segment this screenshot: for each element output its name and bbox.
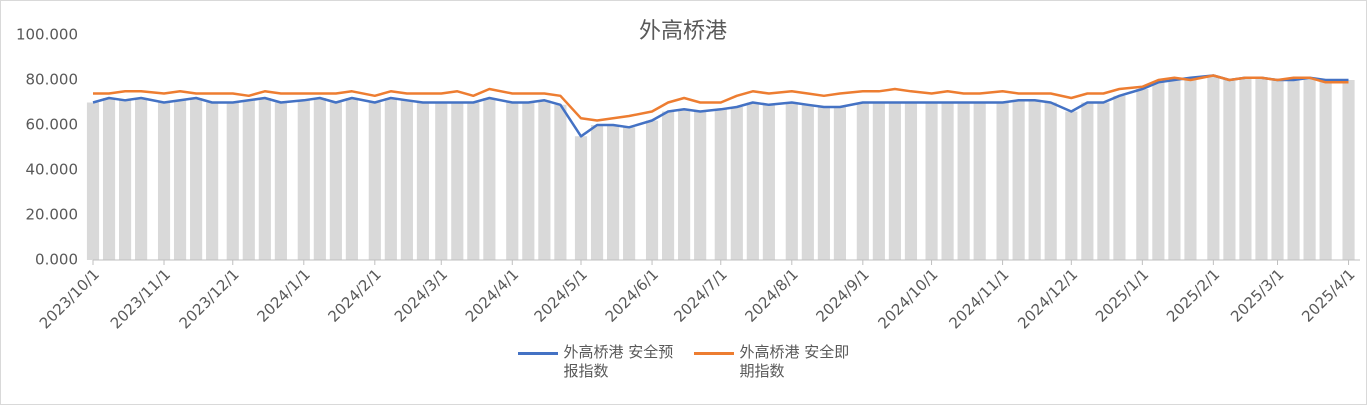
column [574, 136, 588, 260]
column [785, 102, 798, 260]
column [678, 109, 691, 260]
column [941, 102, 954, 260]
column [522, 102, 535, 260]
series-line [93, 74, 1349, 122]
column [119, 100, 132, 260]
column [694, 111, 707, 260]
column [1287, 80, 1300, 260]
column [996, 102, 1009, 260]
legend-label: 外高桥港 安全预报指数 [563, 343, 674, 380]
column [157, 102, 171, 260]
series-line [92, 74, 1349, 138]
column [1184, 77, 1197, 260]
legend-label: 外高桥港 安全即期指数 [739, 343, 850, 380]
column [1044, 102, 1057, 260]
column [313, 98, 326, 260]
column [925, 102, 938, 260]
column [1097, 102, 1110, 260]
column [274, 102, 287, 260]
column [1152, 82, 1165, 260]
y-tick-label: 0.000 [35, 251, 78, 269]
column [400, 100, 413, 260]
column [297, 100, 310, 260]
y-tick-label: 80.000 [26, 71, 79, 89]
column [888, 102, 901, 260]
column [1012, 100, 1025, 260]
column [345, 98, 358, 260]
column [416, 102, 429, 260]
column [623, 127, 636, 260]
column [384, 98, 397, 260]
column [368, 102, 381, 260]
y-tick-label: 20.000 [26, 206, 79, 224]
column [904, 102, 918, 260]
column [467, 102, 480, 260]
column [258, 98, 271, 260]
column [86, 102, 100, 260]
column [1168, 80, 1181, 260]
column [242, 100, 255, 260]
column [1028, 100, 1041, 260]
column [554, 104, 567, 260]
y-tick-label: 100.000 [16, 26, 78, 44]
column [1207, 75, 1220, 260]
legend-item: 外高桥港 安全即期指数 [693, 343, 850, 381]
column [1113, 95, 1126, 260]
chart-title: 外高桥港 [639, 19, 727, 44]
column [872, 102, 885, 260]
column [1136, 89, 1149, 260]
column [973, 102, 986, 260]
column [226, 102, 239, 260]
column [1255, 77, 1268, 260]
column [607, 125, 620, 260]
column [833, 107, 846, 260]
column [746, 102, 759, 260]
column [730, 107, 743, 260]
column [590, 125, 604, 260]
column [957, 102, 970, 260]
column [190, 98, 203, 260]
column [856, 102, 869, 260]
legend-item: 外高桥港 安全预报指数 [517, 343, 674, 381]
column [1081, 102, 1094, 260]
column [1239, 77, 1252, 260]
y-tick-label: 40.000 [26, 161, 79, 179]
column [817, 107, 830, 260]
column [662, 111, 675, 260]
column [451, 102, 464, 260]
column [1223, 80, 1236, 260]
legend-swatch [693, 352, 734, 355]
legend-swatch [517, 352, 558, 355]
column [645, 120, 659, 260]
column [1271, 80, 1284, 260]
column [1303, 77, 1316, 260]
column [1319, 80, 1332, 260]
legend: 外高桥港 安全预报指数 外高桥港 安全即期指数 [0, 343, 1367, 381]
column [206, 102, 219, 260]
column [329, 102, 342, 260]
column [801, 104, 814, 260]
column [1342, 80, 1355, 260]
column [714, 109, 727, 260]
column [762, 104, 775, 260]
column [135, 98, 148, 260]
column [435, 102, 448, 260]
column [538, 100, 551, 260]
column [506, 102, 519, 260]
column [1065, 111, 1078, 260]
column [173, 100, 187, 260]
column [102, 98, 116, 260]
y-tick-label: 60.000 [26, 116, 79, 134]
column [483, 98, 496, 260]
